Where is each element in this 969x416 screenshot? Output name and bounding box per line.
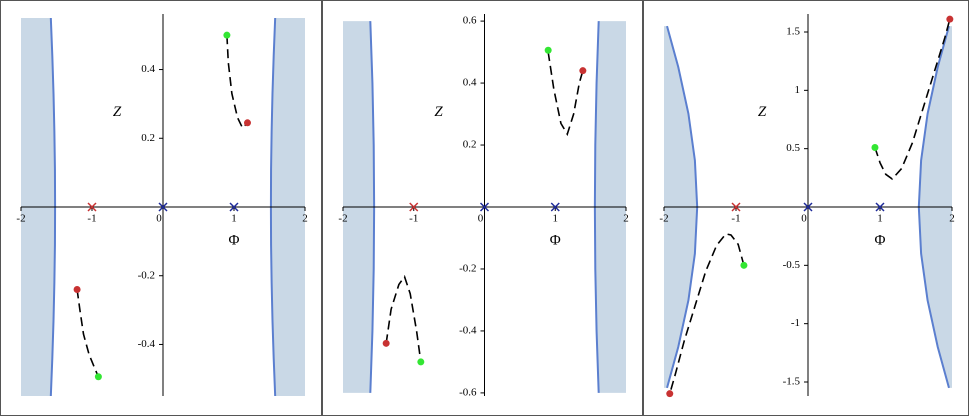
cross-marker [409, 202, 419, 212]
endpoint [666, 390, 674, 398]
y-tick-label: -0.4 [459, 324, 477, 336]
y-tick-label: -0.2 [138, 269, 155, 281]
x-axis-label: Φ [875, 232, 886, 248]
panel: -2 -1 0 1 2 -0.6 -0.4 -0.2 0.2 0.4 0.6 Φ Z [322, 0, 643, 416]
y-tick-label: -0.4 [138, 338, 156, 350]
x-axis-label: Φ [229, 232, 240, 248]
endpoint [223, 31, 231, 39]
y-tick-label: -1.5 [783, 376, 801, 388]
x-axis-label: Φ [550, 232, 561, 248]
y-tick-label: 0.2 [463, 139, 477, 151]
cross-marker [803, 202, 813, 212]
trajectory [76, 289, 100, 378]
x-tick-label: 1 [877, 213, 883, 225]
endpoint [417, 358, 425, 366]
x-tick-label: 1 [231, 213, 237, 225]
x-tick-label: -2 [659, 213, 668, 225]
y-axis-label: Z [758, 104, 767, 120]
y-tick-label: 0.5 [786, 142, 800, 154]
trajectory [226, 35, 249, 130]
cross-marker [479, 202, 490, 212]
y-tick-label: 0.4 [463, 77, 477, 89]
cross-marker [731, 202, 741, 212]
y-tick-label: -0.2 [459, 262, 476, 274]
endpoint [94, 373, 102, 381]
endpoint [740, 261, 748, 269]
endpoint [544, 46, 552, 54]
y-tick-label: 1.5 [786, 26, 800, 38]
cross-marker [87, 202, 97, 212]
cross-marker [550, 202, 560, 212]
trajectory [668, 232, 745, 394]
endpoint [382, 339, 390, 347]
x-tick-label: -2 [16, 213, 25, 225]
endpoint [243, 119, 251, 127]
endpoint [946, 15, 954, 23]
y-axis-label: Z [434, 104, 443, 120]
cross-marker [158, 202, 168, 212]
y-tick-label: -0.6 [459, 386, 477, 398]
trajectory [874, 18, 951, 181]
x-tick-label: -1 [409, 213, 418, 225]
x-tick-label: 2 [302, 213, 308, 225]
y-tick-label: 1 [795, 84, 801, 96]
y-axis-label: Z [113, 104, 122, 120]
cross-marker [875, 202, 885, 212]
x-tick-label: 0 [156, 213, 162, 225]
x-tick-label: 2 [949, 213, 955, 225]
x-tick-label: 1 [553, 213, 559, 225]
endpoint [73, 285, 81, 293]
panel: -2 -1 0 1 2 -1.5 -1 -0.5 0.5 1 1.5 Φ Z [643, 0, 969, 416]
y-tick-label: -1 [791, 317, 800, 329]
x-tick-label: -1 [731, 213, 740, 225]
x-tick-label: 0 [801, 213, 807, 225]
cross-marker [229, 202, 239, 212]
x-tick-label: -2 [338, 213, 347, 225]
y-tick-label: 0.2 [141, 132, 155, 144]
x-tick-label: 2 [623, 213, 629, 225]
trajectory [385, 274, 422, 363]
y-tick-label: 0.6 [463, 15, 477, 27]
y-tick-label: 0.4 [141, 63, 155, 75]
endpoint [579, 67, 587, 75]
trajectory [547, 51, 584, 137]
x-tick-label: 0 [478, 213, 484, 225]
y-tick-label: -0.5 [783, 259, 801, 271]
endpoint [871, 144, 879, 151]
panel: -2 -1 0 1 2 -0.4 -0.2 0.2 0.4 Φ Z [0, 0, 322, 416]
x-tick-label: -1 [87, 213, 96, 225]
